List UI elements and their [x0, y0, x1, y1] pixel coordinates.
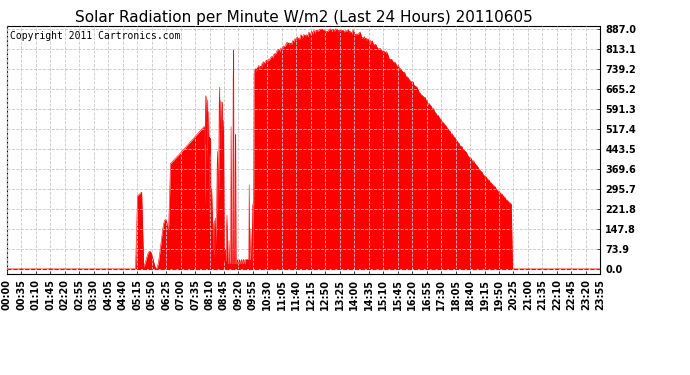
Text: Copyright 2011 Cartronics.com: Copyright 2011 Cartronics.com: [10, 31, 180, 41]
Title: Solar Radiation per Minute W/m2 (Last 24 Hours) 20110605: Solar Radiation per Minute W/m2 (Last 24…: [75, 10, 533, 25]
